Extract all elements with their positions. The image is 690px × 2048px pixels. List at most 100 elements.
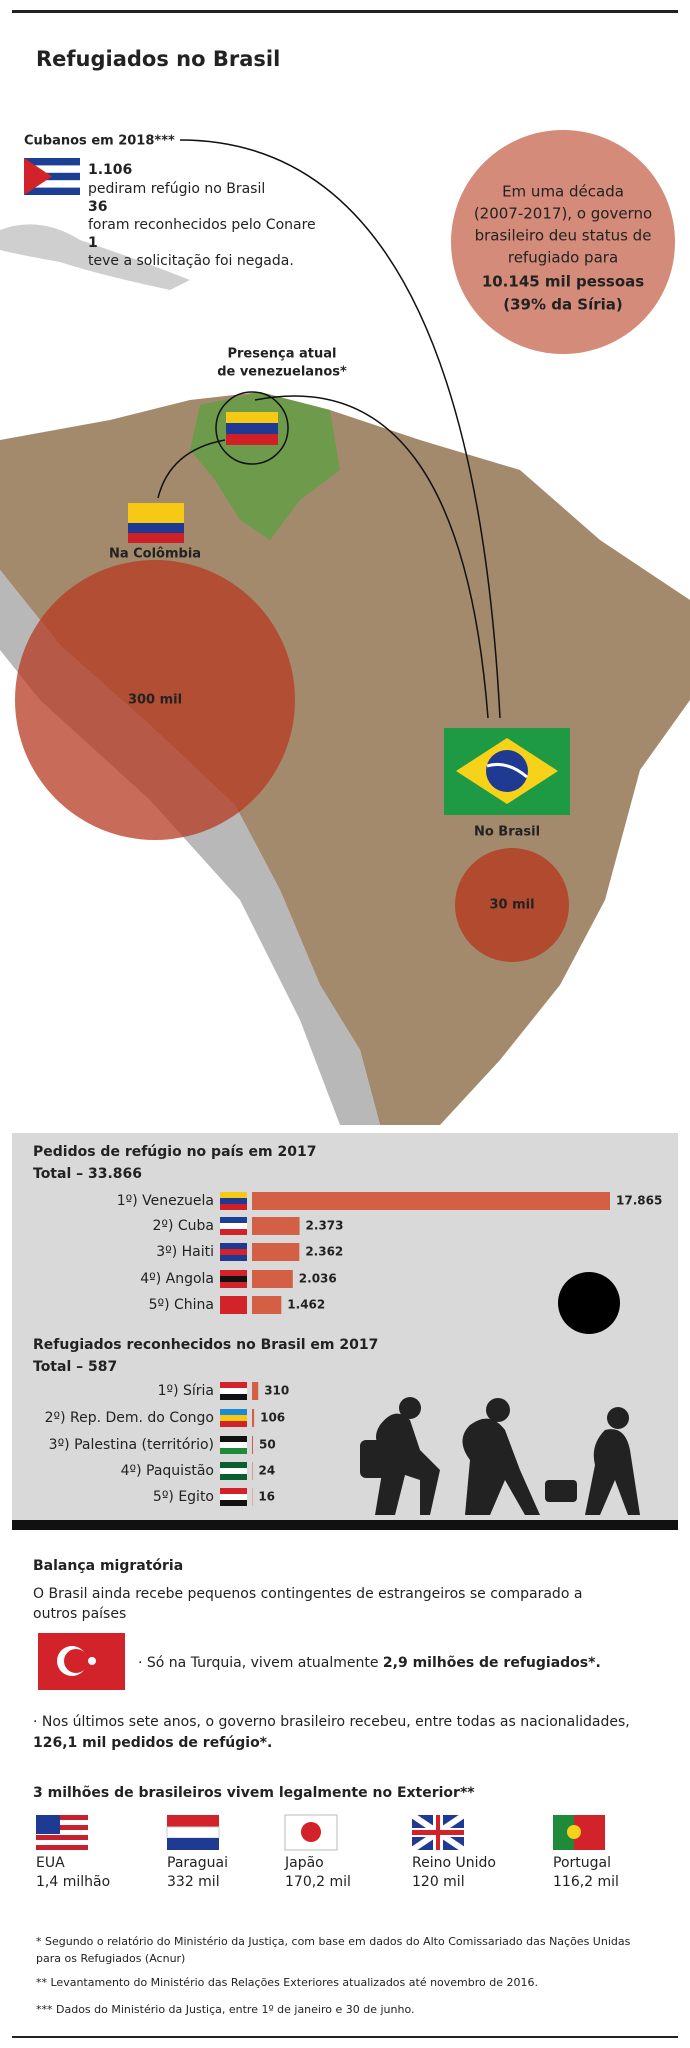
flag-icon bbox=[220, 1462, 247, 1468]
country-value: 120 mil bbox=[412, 1874, 465, 1890]
cuba-line: 36 bbox=[88, 199, 107, 215]
brasil-label: No Brasil bbox=[474, 825, 540, 840]
bar bbox=[252, 1409, 255, 1427]
value-label: 106 bbox=[260, 1411, 285, 1425]
category-label: 3º) Palestina (território) bbox=[49, 1437, 214, 1453]
colombia-value: 300 mil bbox=[128, 693, 182, 708]
flag-icon bbox=[220, 1468, 247, 1474]
country-value: 1,4 milhão bbox=[36, 1874, 110, 1890]
value-label: 2.362 bbox=[305, 1245, 343, 1259]
flag-icon bbox=[220, 1421, 247, 1427]
decade-line: refugiado para bbox=[508, 249, 618, 267]
flag-icon bbox=[220, 1249, 247, 1255]
category-label: 3º) Haiti bbox=[156, 1244, 214, 1260]
flag-brasil bbox=[444, 728, 570, 815]
country-name: Portugal bbox=[553, 1855, 611, 1871]
decade-circle bbox=[451, 130, 675, 354]
decade-line: (2007-2017), o governo bbox=[474, 205, 652, 223]
abroad-list: EUA 1,4 milhão Paraguai 332 mil Japão 170,2 m… bbox=[36, 1855, 619, 1890]
country-name: EUA bbox=[36, 1855, 65, 1871]
category-label: 2º) Rep. Dem. do Congo bbox=[45, 1410, 214, 1426]
balance-intro: outros países bbox=[33, 1606, 126, 1622]
flag-icon bbox=[220, 1255, 247, 1261]
bar bbox=[252, 1243, 300, 1261]
cuba-line: foram reconhecidos pelo Conare bbox=[88, 217, 316, 233]
category-label: 2º) Cuba bbox=[152, 1218, 214, 1234]
top-rule bbox=[12, 10, 678, 13]
value-label: 2.036 bbox=[299, 1272, 337, 1286]
value-label: 16 bbox=[258, 1490, 275, 1504]
flag-icon bbox=[220, 1394, 247, 1400]
arrow bbox=[157, 439, 226, 499]
decade-bold: 10.145 mil pessoas bbox=[482, 273, 644, 291]
value-label: 2.373 bbox=[306, 1219, 344, 1233]
cuba-line: pediram refúgio no Brasil bbox=[88, 181, 265, 197]
brasil-circle bbox=[455, 848, 569, 962]
flag-icon bbox=[220, 1415, 247, 1421]
value-label: 310 bbox=[264, 1384, 289, 1398]
flag-icon bbox=[220, 1388, 247, 1394]
flag-icon bbox=[220, 1192, 247, 1198]
colombia-label: Na Colômbia bbox=[109, 547, 201, 562]
flag-icon bbox=[220, 1409, 247, 1415]
footnote: ** Levantamento do Ministério das Relaçõ… bbox=[36, 1976, 538, 1989]
value-label: 24 bbox=[258, 1464, 275, 1478]
flag-icon bbox=[220, 1308, 247, 1314]
cuba-title: Cubanos em 2018*** bbox=[24, 134, 175, 149]
flag-icon bbox=[220, 1243, 247, 1249]
flag-icon bbox=[220, 1500, 247, 1506]
bar bbox=[252, 1217, 300, 1235]
venezuela-label: de venezuelanos* bbox=[217, 365, 347, 380]
flag-icon bbox=[220, 1488, 247, 1494]
bar bbox=[252, 1382, 259, 1400]
colombia-circle bbox=[15, 560, 295, 840]
country-name: Reino Unido bbox=[412, 1855, 496, 1871]
flag-icon bbox=[220, 1474, 247, 1480]
bar bbox=[252, 1192, 610, 1210]
flag-icon bbox=[220, 1198, 247, 1204]
category-label: 4º) Angola bbox=[140, 1271, 214, 1287]
bottom-rule bbox=[12, 2036, 678, 2038]
bar bbox=[252, 1296, 282, 1314]
text-part: 2,9 milhões de refugiados*. bbox=[383, 1655, 601, 1671]
abroad-title: 3 milhões de brasileiros vivem legalment… bbox=[33, 1785, 475, 1801]
flag-icon bbox=[220, 1223, 247, 1229]
category-label: 5º) Egito bbox=[153, 1489, 214, 1505]
bar bbox=[252, 1436, 254, 1454]
flag-icon bbox=[220, 1217, 247, 1223]
value-label: 50 bbox=[259, 1438, 276, 1452]
flag-icon bbox=[220, 1382, 247, 1388]
bar bbox=[252, 1270, 293, 1288]
venezuela-ring bbox=[215, 391, 289, 465]
flag-icon bbox=[220, 1494, 247, 1500]
flag-turquia bbox=[38, 1633, 125, 1690]
brazil-text: · Nos últimos sete anos, o governo brasi… bbox=[33, 1714, 630, 1730]
footnote: *** Dados do Ministério da Justiça, entr… bbox=[36, 2003, 415, 2016]
decade-line: brasileiro deu status de bbox=[475, 227, 652, 245]
decade-bold: (39% da Síria) bbox=[503, 296, 623, 314]
flag-cuba bbox=[24, 158, 80, 195]
cuba-island bbox=[0, 224, 190, 290]
text-part: · Só na Turquia, vivem atualmente bbox=[138, 1655, 383, 1671]
country-name: Paraguai bbox=[167, 1855, 228, 1871]
category-label: 1º) Síria bbox=[158, 1383, 214, 1399]
chart-subtitle: Total – 33.866 bbox=[33, 1166, 142, 1182]
brazil-text: 126,1 mil pedidos de refúgio*. bbox=[33, 1735, 272, 1751]
value-label: 17.865 bbox=[616, 1194, 662, 1208]
silhouettes bbox=[360, 1397, 640, 1515]
flags-abroad bbox=[36, 1812, 605, 1853]
flag-venezuela bbox=[226, 412, 278, 445]
flag-icon bbox=[220, 1282, 247, 1288]
venezuela-label: Presença atual bbox=[227, 347, 336, 362]
cuba-line: 1.106 bbox=[88, 162, 132, 178]
cuba-line: teve a solicitação foi negada. bbox=[88, 253, 294, 269]
balance-title: Balança migratória bbox=[33, 1558, 183, 1574]
country-value: 332 mil bbox=[167, 1874, 220, 1890]
flag-icon bbox=[220, 1442, 247, 1448]
category-label: 1º) Venezuela bbox=[117, 1193, 214, 1209]
balance-intro: O Brasil ainda recebe pequenos contingen… bbox=[33, 1586, 582, 1602]
footnote: * Segundo o relatório do Ministério da J… bbox=[36, 1935, 631, 1948]
flag-colombia bbox=[128, 503, 184, 543]
decade-line: Em uma década bbox=[502, 183, 624, 201]
